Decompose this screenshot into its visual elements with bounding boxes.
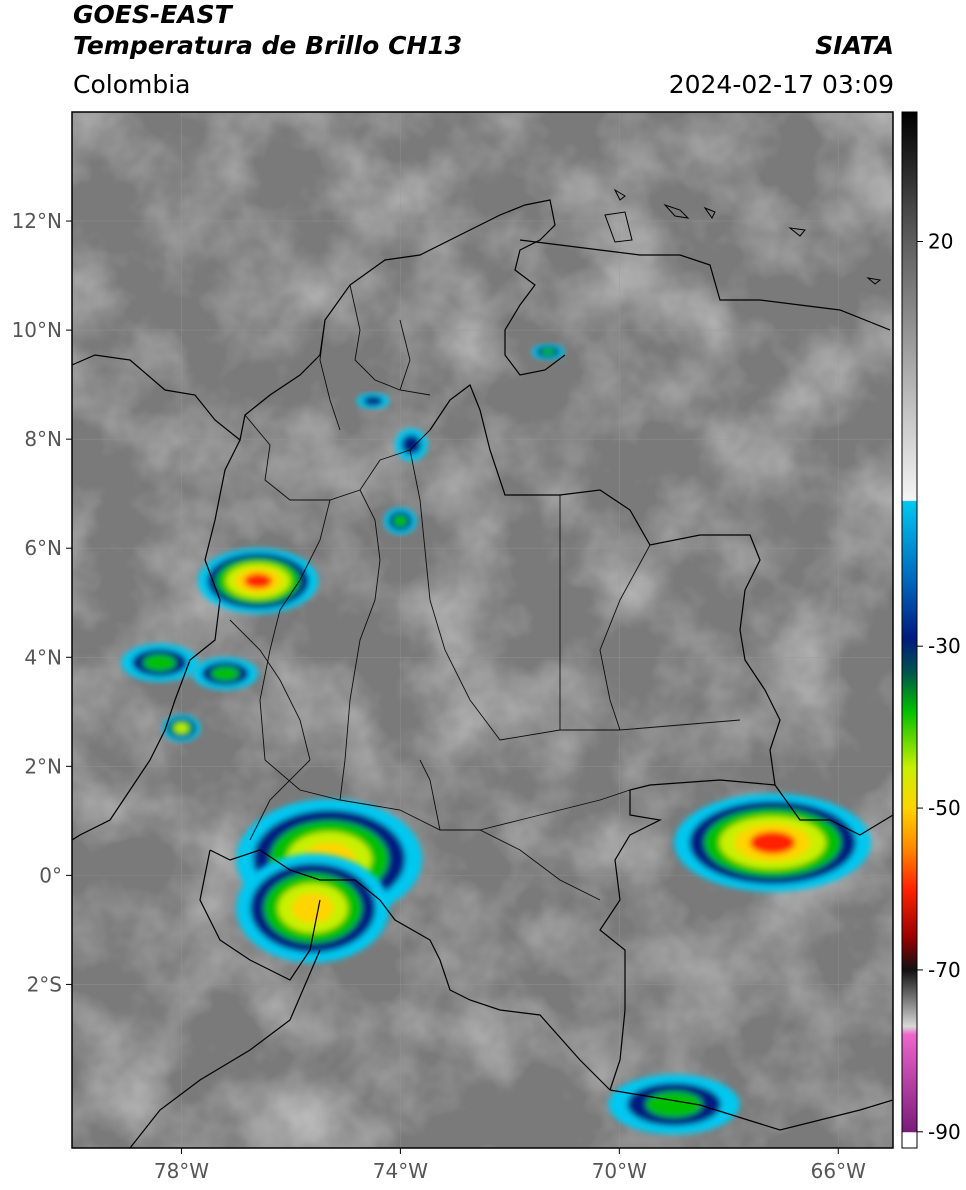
border-peru	[209, 849, 611, 1091]
cell-ring	[175, 723, 188, 733]
convective-cell-antioquia-north	[383, 507, 417, 535]
brazil-peru-border	[609, 1089, 893, 1131]
lat-tick-label: 12°N	[12, 209, 62, 233]
islands	[604, 188, 882, 285]
latitude-ticks: 12°N 10°N 8°N 6°N 4°N 2°N 0° 2°S	[12, 209, 72, 996]
product-title: Temperatura de Brillo CH13	[73, 31, 463, 60]
lat-tick-label: 6°N	[24, 536, 62, 560]
colorbar: 20 -30 -50 -70 -90	[901, 111, 961, 1149]
convective-cell-pacific-coast	[121, 643, 198, 682]
colorbar-tick-label: -30	[928, 634, 961, 658]
lon-tick-label: 78°W	[154, 1159, 209, 1183]
cell-ring	[143, 654, 176, 671]
region-label: Colombia	[73, 70, 191, 99]
border-brazil	[599, 779, 776, 1091]
colorbar-ticks: 20 -30 -50 -70 -90	[917, 230, 961, 1144]
lat-tick-label: 2°N	[24, 754, 62, 778]
lon-tick-label: 66°W	[811, 1159, 866, 1183]
convective-cell-ecuador-north	[236, 853, 390, 963]
colorbar-tick-label: -70	[928, 958, 961, 982]
cloud-texture	[72, 112, 893, 1148]
ecuador-coast	[199, 849, 321, 981]
convective-cell-tumaco	[162, 714, 201, 742]
map-frame-content	[72, 112, 893, 1148]
convective-cells	[121, 343, 872, 1135]
venezuela-brazil	[774, 784, 893, 836]
longitude-ticks: 78°W 74°W 70°W 66°W	[154, 1148, 866, 1183]
lat-tick-label: 4°N	[24, 645, 62, 669]
lat-tick-label: 8°N	[24, 427, 62, 451]
border-venezuela	[429, 384, 781, 786]
convective-cell-cauca-coast	[192, 657, 259, 690]
cell-ring	[363, 396, 383, 406]
cell-ring	[211, 666, 240, 681]
convective-cell-santander	[394, 428, 428, 461]
convective-cell-vaupes-amazonas-east	[674, 793, 872, 892]
map-border	[71, 111, 894, 1149]
lon-tick-label: 70°W	[592, 1159, 647, 1183]
colorbar-tick-label: -50	[928, 796, 961, 820]
agency-label: SIATA	[815, 31, 894, 60]
venezuela-coast	[519, 239, 891, 331]
cell-ring	[541, 348, 556, 356]
pacific-coast	[72, 439, 241, 841]
timestamp-label: 2024-02-17 03:09	[668, 70, 894, 99]
satellite-title: GOES-EAST	[73, 0, 232, 29]
lat-tick-label: 10°N	[12, 318, 62, 342]
cell-ring	[401, 434, 422, 455]
convective-cell-amazonas-south	[608, 1074, 740, 1135]
peru-south	[129, 949, 321, 1148]
cell-ring	[749, 831, 796, 854]
convective-cell-antioquia-choco	[197, 548, 319, 614]
colorbar-tick-label: -90	[928, 1120, 961, 1144]
cell-ring	[291, 893, 334, 923]
cell-ring	[244, 573, 272, 589]
colorbar-bar	[902, 112, 917, 1148]
convective-cell-bolivar	[356, 392, 390, 410]
caribbean-coast	[72, 199, 566, 442]
convective-cell-guajira	[531, 343, 565, 361]
lat-tick-label: 2°S	[27, 972, 62, 996]
colorbar-tick-label: 20	[928, 230, 953, 254]
lat-tick-label: 0°	[39, 863, 62, 887]
lon-tick-label: 74°W	[373, 1159, 428, 1183]
coastlines-and-borders	[72, 199, 893, 1148]
colorbar-frame	[901, 111, 918, 1149]
cell-ring	[393, 515, 408, 527]
department-borders	[229, 284, 741, 901]
graticule	[72, 112, 893, 1148]
